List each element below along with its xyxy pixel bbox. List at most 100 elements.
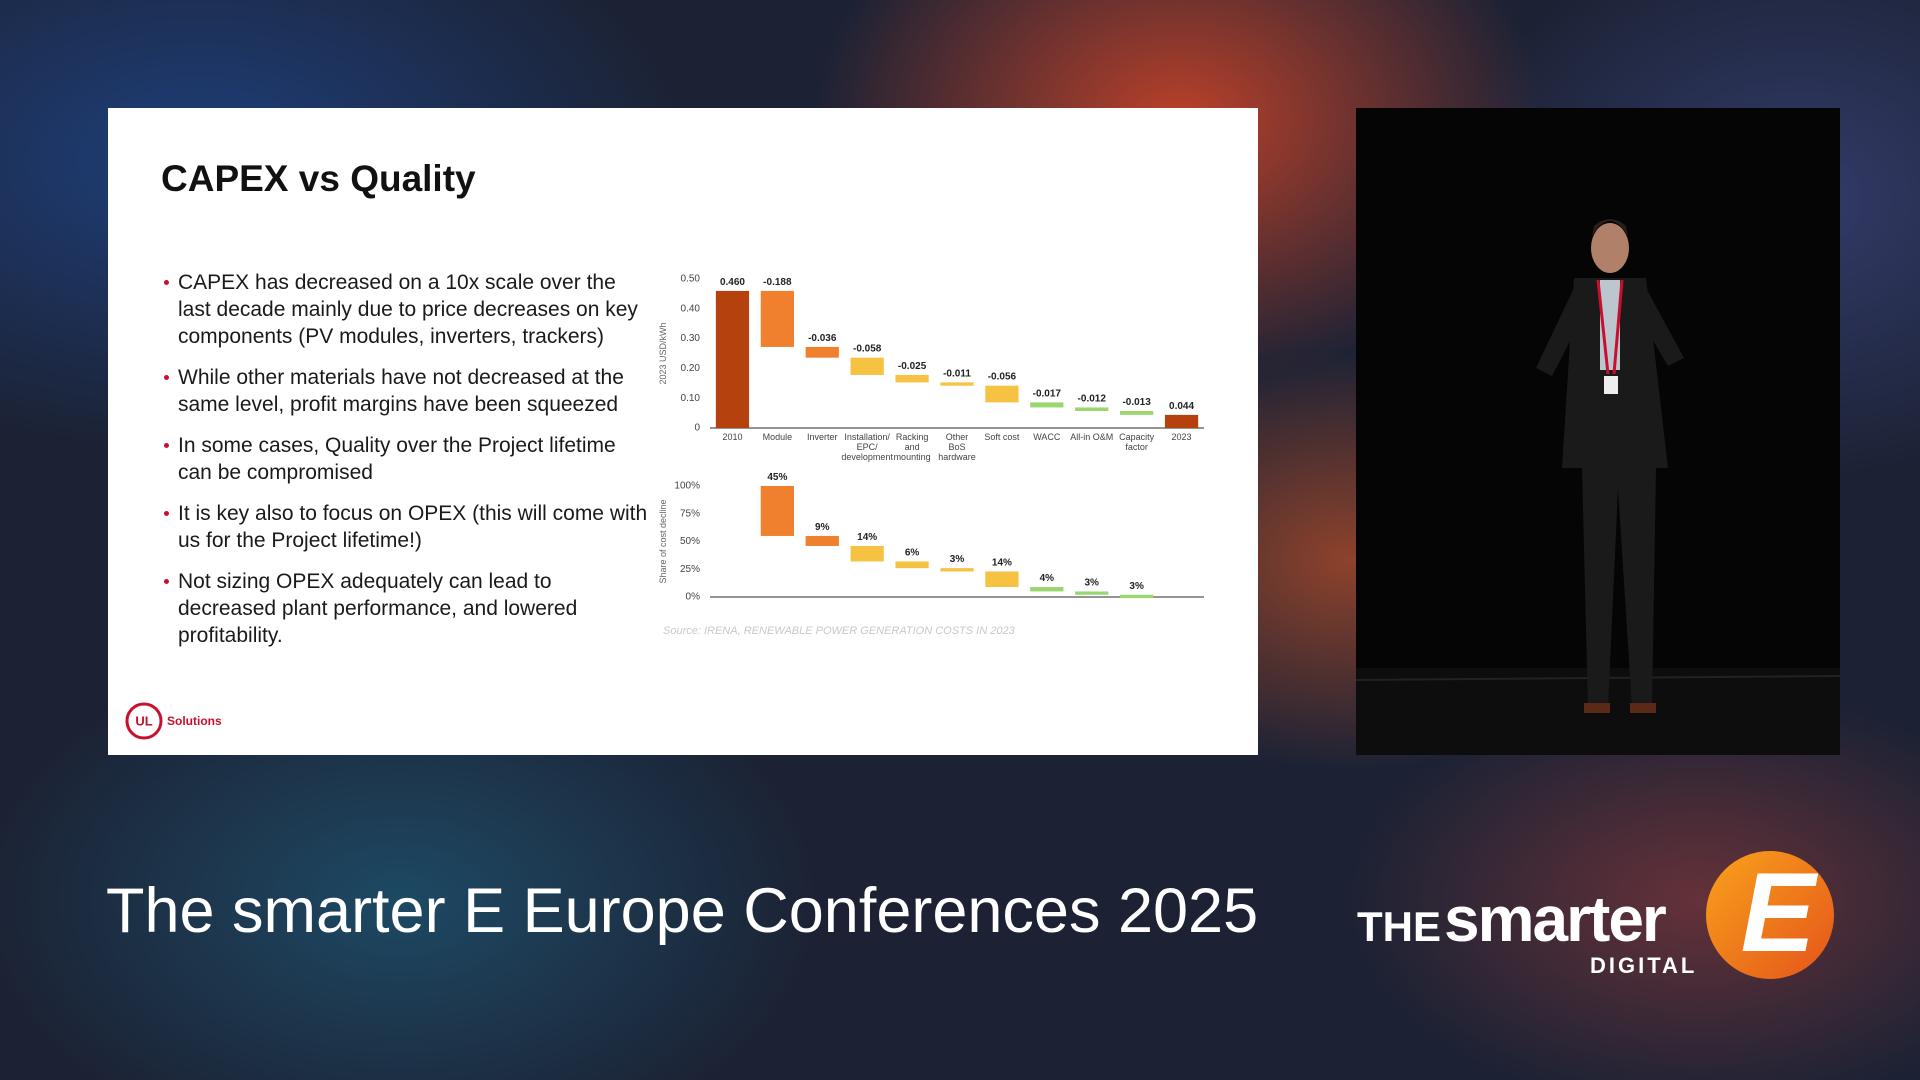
y-tick-label: 50% — [680, 536, 700, 547]
bar — [1120, 594, 1154, 599]
x-tick-label: Soft cost — [984, 432, 1020, 442]
value-label: -0.188 — [763, 277, 792, 288]
slide-title: CAPEX vs Quality — [161, 158, 476, 199]
speaker-video — [1355, 108, 1841, 755]
brand-the: THE — [1357, 903, 1441, 950]
value-label: -0.013 — [1122, 397, 1151, 408]
bullet: In some cases, Quality over the Project … — [164, 432, 654, 486]
value-label: -0.017 — [1033, 388, 1062, 399]
logo-text: Solutions — [167, 714, 222, 728]
x-tick-line: factor — [1125, 442, 1148, 452]
y-tick-label: 25% — [680, 564, 700, 575]
slide: CAPEX vs Quality CAPEX has decreased on … — [108, 108, 1258, 755]
x-tick-line: and — [905, 442, 920, 452]
y-tick-label: 0.50 — [681, 274, 701, 285]
speaker-badge — [1604, 376, 1618, 394]
value-label: 3% — [1085, 577, 1100, 588]
x-tick-line: All-in O&M — [1070, 432, 1113, 442]
value-label: 6% — [905, 547, 920, 558]
value-label: -0.058 — [853, 344, 882, 355]
value-label: -0.025 — [898, 361, 927, 372]
speaker-head — [1591, 223, 1629, 273]
bullet: It is key also to focus on OPEX (this wi… — [164, 500, 654, 554]
y-tick-label: 0 — [694, 423, 700, 434]
x-tick-label: Racking and mounting — [894, 432, 931, 462]
x-tick-label: Capacity factor — [1119, 432, 1155, 452]
bullet: While other materials have not decreased… — [164, 364, 654, 418]
speaker-scene — [1355, 219, 1841, 755]
value-label: 4% — [1040, 573, 1055, 584]
x-tick-line: Installation/ — [844, 432, 890, 442]
x-tick-label: Other BoS hardware — [938, 432, 976, 462]
bar — [760, 290, 794, 347]
bar — [985, 385, 1019, 403]
y-tick-label: 0.30 — [681, 333, 701, 344]
x-tick-label: Module — [763, 432, 793, 442]
bar — [1164, 414, 1199, 428]
value-label: 0.460 — [720, 277, 745, 288]
x-tick-line: hardware — [938, 452, 976, 462]
value-label: 45% — [767, 472, 787, 483]
value-label: -0.011 — [943, 368, 971, 379]
x-tick-label: 2010 — [722, 432, 742, 442]
bar — [940, 382, 974, 386]
y-axis-label: Share of cost decline — [658, 499, 668, 583]
value-label: -0.012 — [1078, 393, 1107, 404]
x-tick-label: Installation/EPC/development — [841, 432, 893, 462]
brand-digital: DIGITAL — [1590, 953, 1697, 978]
logo-mark: UL — [135, 713, 152, 728]
y-axis-label: 2023 USD/kWh — [658, 322, 668, 384]
x-tick-line: WACC — [1033, 432, 1061, 442]
bullet: Not sizing OPEX adequately can lead to d… — [164, 568, 654, 649]
bar — [1030, 402, 1064, 408]
y-tick-label: 75% — [680, 508, 700, 519]
bar — [1120, 411, 1154, 415]
x-tick-line: Soft cost — [984, 432, 1020, 442]
bar — [715, 290, 750, 428]
value-label: 0.044 — [1169, 401, 1194, 412]
speaker-hair — [1592, 219, 1628, 236]
x-tick-label: 2023 — [1172, 432, 1192, 442]
x-tick-line: development — [841, 452, 893, 462]
bar — [850, 545, 884, 562]
x-tick-line: 2023 — [1172, 432, 1192, 442]
brand-circle — [1706, 851, 1834, 979]
bar — [940, 568, 974, 572]
x-tick-label: WACC — [1033, 432, 1061, 442]
x-tick-line: BoS — [948, 442, 965, 452]
value-label: 14% — [992, 557, 1012, 568]
x-tick-line: 2010 — [722, 432, 742, 442]
value-label: 3% — [950, 554, 965, 565]
source-note: Source: IRENA, RENEWABLE POWER GENERATIO… — [663, 625, 1016, 637]
lanyard — [1612, 279, 1624, 375]
bar — [850, 357, 884, 375]
lanyard — [1596, 279, 1610, 375]
bar — [805, 346, 839, 358]
brand-smarter: smarter — [1444, 883, 1666, 955]
bar — [985, 571, 1019, 588]
speaker-body — [1562, 278, 1668, 708]
x-tick-line: Racking — [896, 432, 929, 442]
value-label: 9% — [815, 522, 830, 533]
speaker-shoe — [1630, 703, 1656, 713]
bar — [895, 561, 929, 569]
x-tick-line: Module — [763, 432, 793, 442]
y-tick-label: 0.20 — [681, 363, 701, 374]
x-tick-line: Other — [946, 432, 969, 442]
value-label: 14% — [857, 532, 877, 543]
bar — [1075, 407, 1109, 412]
value-label: -0.036 — [808, 333, 837, 344]
speaker-shoe — [1584, 703, 1610, 713]
x-tick-line: mounting — [894, 452, 931, 462]
y-tick-label: 0.40 — [681, 303, 701, 314]
bar — [1075, 591, 1109, 595]
value-label: -0.056 — [988, 372, 1017, 383]
chart-area: UL Solutions Source: IRENA, RENEWABLE PO… — [125, 274, 1204, 740]
bullet: CAPEX has decreased on a 10x scale over … — [164, 269, 654, 350]
x-tick-label: All-in O&M — [1070, 432, 1113, 442]
y-tick-label: 100% — [674, 481, 700, 492]
brand-letter: E — [1741, 850, 1819, 975]
bullet-list: CAPEX has decreased on a 10x scale over … — [164, 269, 654, 663]
value-label: 3% — [1129, 581, 1144, 592]
